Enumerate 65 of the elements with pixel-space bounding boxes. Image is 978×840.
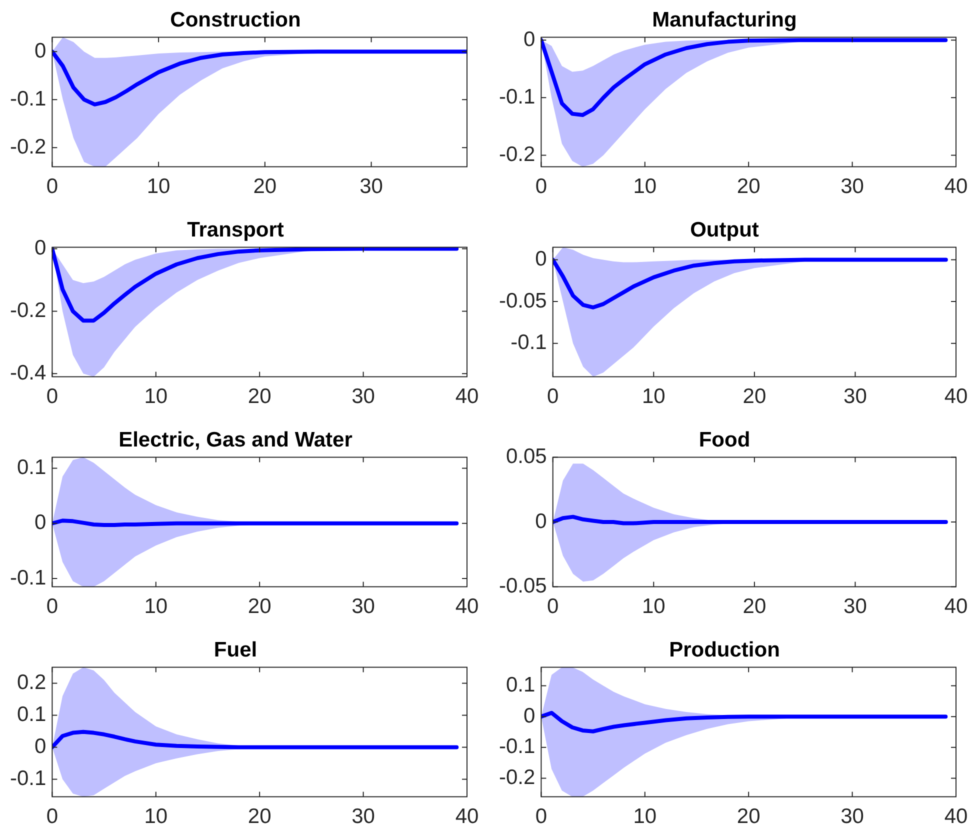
x-tick-label: 30 [352, 805, 375, 828]
y-tick-label: 0 [535, 510, 547, 533]
y-tick-label: 0.1 [506, 674, 536, 697]
y-tick-label: -0.2 [10, 135, 46, 158]
x-tick-label: 10 [146, 175, 170, 198]
y-tick-label: 0.1 [16, 456, 46, 480]
y-tick-label: -0.05 [498, 574, 547, 598]
x-tick-label: 30 [360, 175, 383, 198]
x-tick-label: 40 [455, 805, 479, 828]
x-tick-label: 20 [736, 175, 760, 198]
y-tick-label: -0.1 [510, 331, 547, 354]
x-tick-label: 10 [144, 595, 168, 618]
y-tick-label: 0 [34, 734, 46, 758]
x-tick-label: 10 [642, 385, 666, 408]
y-tick-label: -0.05 [498, 289, 547, 312]
x-tick-label: 20 [742, 385, 766, 408]
x-tick-label: 10 [144, 805, 168, 828]
x-tick-label: 30 [844, 385, 867, 408]
x-tick-label: 30 [840, 175, 864, 198]
y-tick-label: -0.1 [499, 735, 536, 758]
chart-title: Manufacturing [652, 8, 797, 32]
x-tick-label: 40 [455, 385, 479, 408]
x-tick-label: 40 [944, 595, 968, 618]
x-tick-label: 10 [642, 595, 666, 618]
y-tick-label: 0 [535, 248, 547, 271]
x-tick-label: 30 [352, 595, 375, 618]
x-tick-label: 20 [736, 805, 760, 828]
x-tick-label: 30 [844, 595, 867, 618]
x-tick-label: 20 [253, 175, 277, 198]
y-tick-label: 0 [524, 28, 536, 51]
chart-title: Fuel [214, 638, 258, 662]
chart-title: Food [698, 428, 750, 452]
y-tick-label: 0 [34, 39, 46, 62]
chart-title: Transport [187, 218, 284, 242]
x-tick-label: 30 [352, 385, 375, 408]
x-tick-label: 40 [944, 385, 968, 408]
y-tick-label: 0 [524, 704, 536, 728]
y-tick-label: -0.4 [10, 361, 47, 384]
x-tick-label: 20 [248, 385, 272, 408]
y-tick-label: 0.05 [506, 444, 547, 468]
y-tick-label: -0.1 [10, 766, 46, 790]
chart-title: Output [690, 218, 759, 242]
y-tick-label: 0.2 [16, 670, 46, 694]
x-tick-label: 20 [248, 595, 272, 618]
y-tick-label: 0 [34, 236, 46, 260]
x-tick-label: 40 [944, 805, 968, 828]
y-tick-label: 0.1 [16, 702, 46, 726]
y-tick-label: -0.1 [499, 85, 536, 108]
chart-title: Electric, Gas and Water [118, 428, 352, 452]
x-tick-label: 20 [248, 805, 272, 828]
x-tick-label: 10 [633, 805, 657, 828]
y-tick-label: -0.2 [499, 143, 536, 166]
x-tick-label: 10 [633, 175, 657, 198]
y-tick-label: -0.1 [10, 566, 46, 590]
x-tick-label: 40 [455, 595, 479, 618]
x-tick-label: 30 [840, 805, 864, 828]
y-tick-label: -0.2 [499, 766, 536, 790]
x-tick-label: 10 [144, 385, 168, 408]
y-tick-label: -0.1 [10, 87, 46, 110]
x-tick-label: 20 [742, 595, 766, 618]
chart-title: Production [669, 638, 780, 662]
chart-title: Construction [170, 8, 301, 32]
y-tick-label: -0.2 [10, 299, 46, 322]
x-tick-label: 40 [944, 175, 968, 198]
y-tick-label: 0 [34, 511, 46, 534]
